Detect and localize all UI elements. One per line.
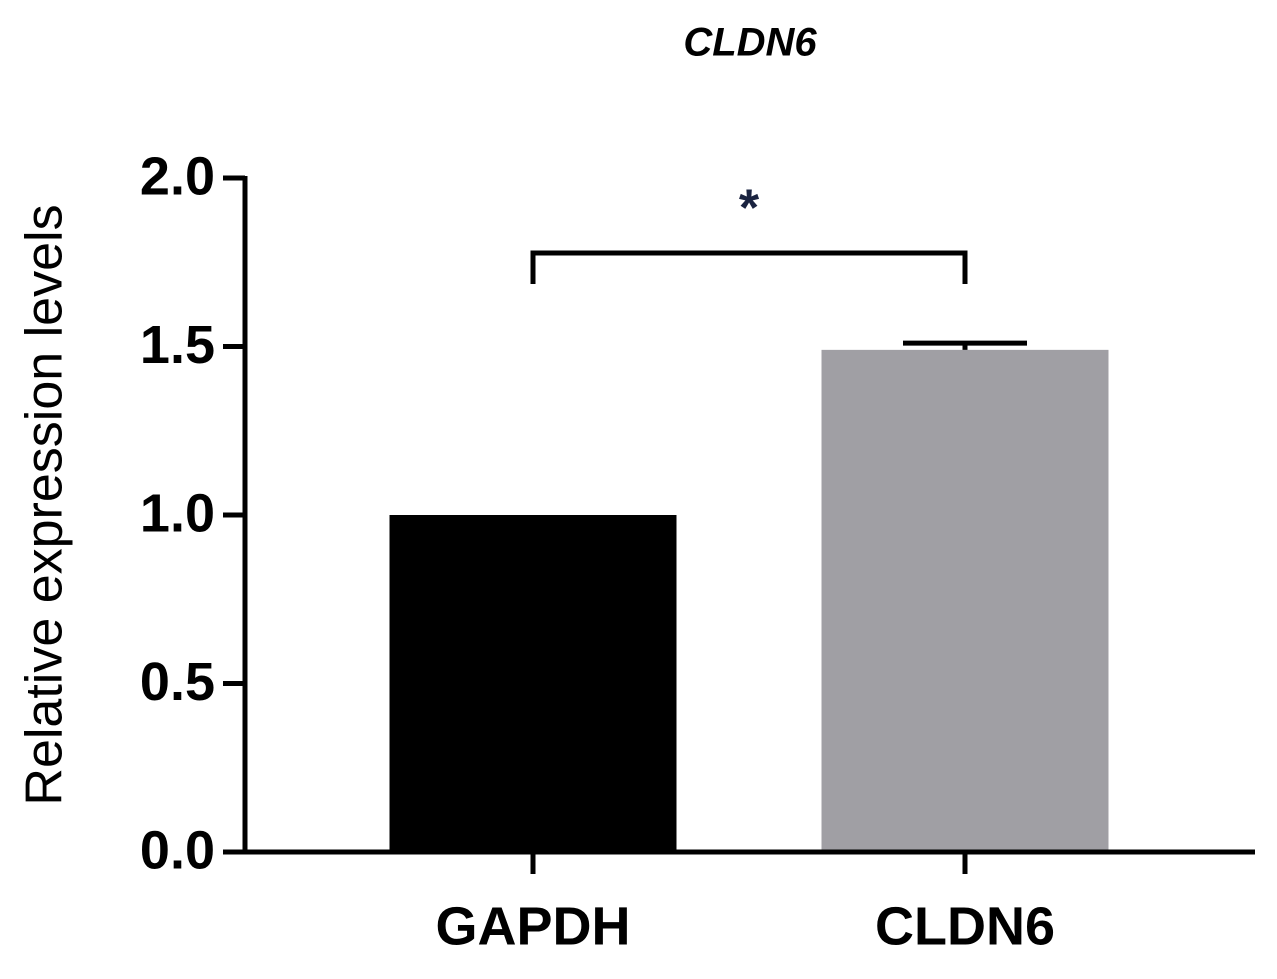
significance-bracket	[530, 250, 968, 284]
bar	[821, 349, 1109, 852]
chart-title: CLDN6	[683, 21, 817, 65]
bar	[389, 515, 677, 852]
x-tick-label: CLDN6	[875, 896, 1055, 956]
y-tick-label: 2.0	[140, 146, 215, 206]
y-tick-label: 0.0	[140, 820, 215, 880]
significance-label: *	[739, 180, 760, 238]
y-tick-label: 1.0	[140, 483, 215, 543]
y-tick-label: 1.5	[140, 315, 215, 375]
y-axis-label: Relative expression levels	[16, 204, 74, 805]
y-tick-label: 0.5	[140, 652, 215, 712]
x-tick-label: GAPDH	[435, 896, 630, 956]
